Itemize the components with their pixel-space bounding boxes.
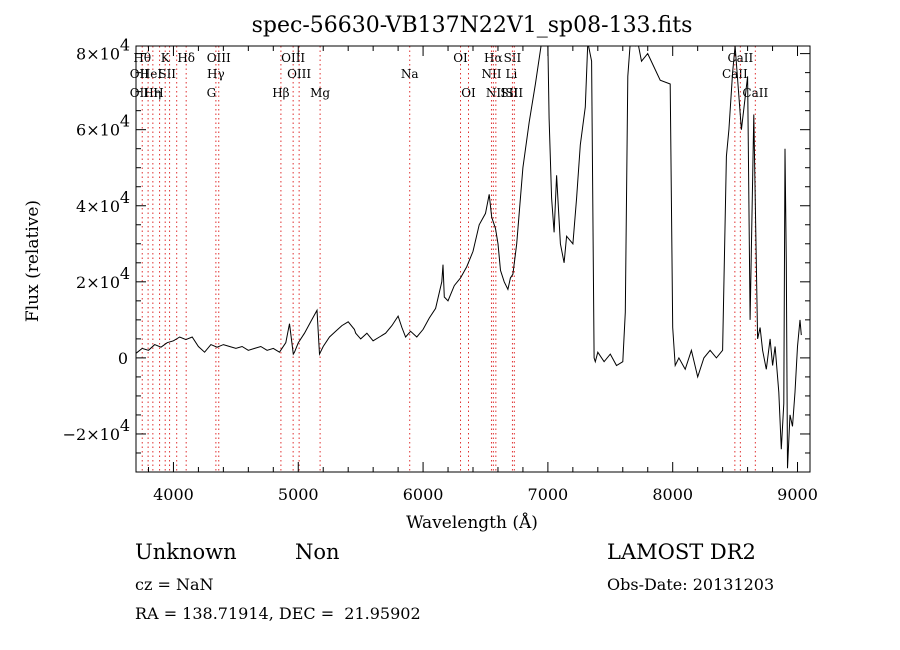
x-tick-label-2: 6000 [403,485,444,504]
plot-frame [135,45,811,473]
line-marker-label-14: Na [401,67,419,81]
line-marker-label-7: Hδ [177,51,195,65]
x-tick-label-1: 5000 [278,485,319,504]
line-marker-label-9: OIII [207,51,231,65]
y-tick-label-3: 4×10 [76,197,120,216]
y-tick-label-4: 6×10 [76,121,120,140]
y-tick-exp-2: 4 [120,264,130,283]
line-label-4: H [153,86,163,100]
line-marker-label-21: SII [505,86,523,100]
y-tick-label-2: 2×10 [76,273,120,292]
line-marker-label-18: Hα [484,51,503,65]
y-tick-label-5: 8×10 [76,45,120,64]
line-label-5: SII [158,67,176,81]
line-marker-label-8: Hγ [207,67,225,81]
line-label-8: SII [500,86,518,100]
class-label: Unknown [135,540,237,564]
y-tick-exp-5: 4 [120,36,130,55]
cz-value: cz = NaN [135,575,214,594]
chart-title: spec-56630-VB137N22V1_sp08-133.fits [252,13,693,38]
line-marker-label-20: SII [504,51,522,65]
plot-area: Hθ K HδHγOIIIHβOIIIOIIIMgNaOIOINIIHαNIISII… [63,36,818,504]
survey-label: LAMOST DR2 [607,540,756,564]
x-tick-label-3: 7000 [528,485,569,504]
line-label-0: OII [130,67,150,81]
y-tick-label-0: −2×10 [63,425,120,444]
line-marker-label-17: NII [481,67,501,81]
line-marker-label-19: NII [486,86,506,100]
line-label-6: G [207,86,217,100]
y-axis-label: Flux (relative) [23,200,43,322]
line-label-1: OII [130,86,150,100]
line-label-7: Li [506,67,518,81]
x-tick-label-0: 4000 [153,485,194,504]
line-marker-label-23: CaII [727,51,753,65]
subclass-label: Non [295,540,340,564]
line-marker-label-4: K [161,51,171,65]
line-marker-label-16: OI [461,86,476,100]
y-tick-exp-3: 4 [120,188,130,207]
line-marker-label-11: OIII [281,51,305,65]
coordinates: RA = 138.71914, DEC = 21.95902 [135,604,421,623]
line-marker-label-12: OIII [287,67,311,81]
x-tick-label-5: 9000 [777,485,818,504]
y-tick-label-1: 0 [118,349,128,368]
y-tick-exp-0: 4 [120,416,130,435]
line-marker-label-15: OI [453,51,468,65]
line-label-3: Hη [143,86,161,100]
line-marker-label-0: Hθ [133,51,151,65]
x-axis-label: Wavelength (Å) [406,512,538,533]
line-marker-label-24: CaII [742,86,768,100]
y-tick-exp-4: 4 [120,112,130,131]
series-line-0 [136,46,802,469]
line-marker-label-13: Mg [310,86,330,100]
x-tick-label-4: 8000 [652,485,693,504]
line-label-2: HeI [140,67,163,81]
obs-date: Obs-Date: 20131203 [607,575,775,594]
line-marker-label-22: CaII [722,67,748,81]
line-marker-label-10: Hβ [272,86,289,100]
